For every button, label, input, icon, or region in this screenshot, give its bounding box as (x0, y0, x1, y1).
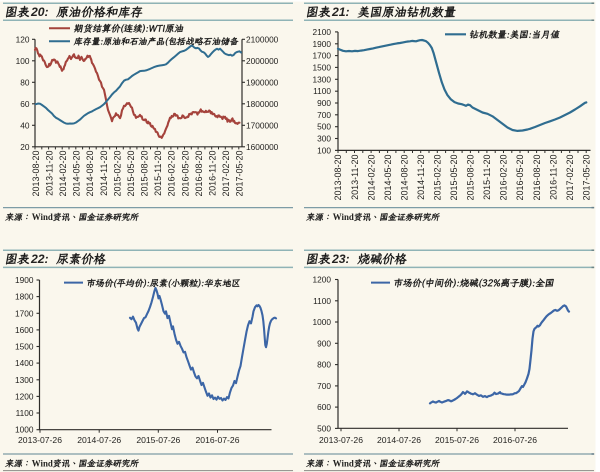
svg-text:2013-11-20: 2013-11-20 (44, 151, 54, 196)
svg-text:1600: 1600 (15, 325, 34, 335)
svg-text:1100: 1100 (16, 408, 34, 418)
svg-text:300: 300 (317, 134, 331, 144)
svg-text:120: 120 (16, 34, 30, 44)
svg-text:2015-11-20: 2015-11-20 (482, 155, 492, 200)
svg-text:1800: 1800 (15, 292, 34, 302)
svg-text:2014-02-20: 2014-02-20 (58, 151, 68, 197)
svg-text:22:: 22: (30, 252, 49, 266)
svg-text:2015-07-26: 2015-07-26 (136, 435, 180, 445)
svg-text:1400: 1400 (15, 358, 34, 368)
svg-text:100: 100 (317, 145, 331, 155)
svg-text:2017-05-20: 2017-05-20 (582, 155, 592, 201)
svg-text:2014-02-20: 2014-02-20 (366, 155, 376, 201)
svg-text:500: 500 (317, 423, 331, 433)
svg-text:1900: 1900 (313, 39, 332, 49)
svg-text:20:: 20: (30, 5, 49, 19)
svg-text:Wind: Wind (333, 458, 354, 468)
svg-text:2014-05-20: 2014-05-20 (72, 151, 82, 197)
svg-text:2013-07-26: 2013-07-26 (319, 435, 363, 445)
svg-text:Wind: Wind (32, 212, 53, 222)
svg-text:2016-02-20: 2016-02-20 (499, 155, 509, 201)
svg-text:2014-08-20: 2014-08-20 (85, 151, 95, 197)
svg-text:2016-08-20: 2016-08-20 (532, 155, 542, 201)
svg-text:80: 80 (20, 77, 30, 87)
svg-text:1300: 1300 (15, 375, 34, 385)
svg-text:2016-11-20: 2016-11-20 (208, 151, 218, 196)
svg-text:1100: 1100 (313, 296, 331, 306)
svg-text:2014-05-20: 2014-05-20 (383, 155, 393, 201)
svg-text:900: 900 (317, 338, 331, 348)
svg-text:2016-07-26: 2016-07-26 (196, 435, 240, 445)
svg-text:Wind: Wind (333, 212, 354, 222)
svg-text:800: 800 (317, 360, 331, 370)
svg-text:2016-05-20: 2016-05-20 (515, 155, 525, 201)
svg-text:500: 500 (317, 122, 331, 132)
svg-text:2015-07-26: 2015-07-26 (435, 435, 479, 445)
svg-text:2014-07-26: 2014-07-26 (77, 435, 121, 445)
svg-text:1900000: 1900000 (246, 77, 279, 87)
svg-text:600: 600 (317, 402, 331, 412)
svg-text:1200: 1200 (15, 391, 34, 401)
svg-text:40: 40 (20, 120, 30, 130)
svg-text:60: 60 (20, 99, 30, 109)
svg-text:2000000: 2000000 (246, 56, 279, 66)
svg-text:2016-11-20: 2016-11-20 (548, 155, 558, 200)
svg-text:1100: 1100 (313, 86, 331, 96)
svg-text:2015-08-20: 2015-08-20 (140, 151, 150, 197)
svg-text:2013-08-20: 2013-08-20 (333, 155, 343, 201)
svg-text:700: 700 (317, 110, 331, 120)
svg-text:1500: 1500 (313, 62, 332, 72)
svg-text:1800000: 1800000 (246, 99, 279, 109)
svg-text:2100000: 2100000 (246, 34, 279, 44)
svg-text:23:: 23: (331, 252, 350, 266)
svg-text:2015-08-20: 2015-08-20 (466, 155, 476, 201)
svg-text:1700000: 1700000 (246, 120, 279, 130)
svg-text:1000: 1000 (313, 317, 332, 327)
svg-text:1500: 1500 (15, 342, 34, 352)
svg-text:1700: 1700 (15, 308, 34, 318)
svg-text:2016-02-20: 2016-02-20 (167, 151, 177, 197)
svg-text:700: 700 (317, 381, 331, 391)
svg-text:2014-11-20: 2014-11-20 (416, 155, 426, 200)
svg-text:2013-07-26: 2013-07-26 (18, 435, 62, 445)
svg-text:1000: 1000 (15, 425, 34, 435)
svg-text:2014-07-26: 2014-07-26 (377, 435, 421, 445)
svg-text:2016-07-26: 2016-07-26 (493, 435, 537, 445)
svg-text:2015-02-20: 2015-02-20 (112, 151, 122, 197)
svg-text:2015-11-20: 2015-11-20 (153, 151, 163, 196)
svg-text:2014-08-20: 2014-08-20 (399, 155, 409, 201)
svg-text:1700: 1700 (313, 51, 332, 61)
svg-text:2015-05-20: 2015-05-20 (449, 155, 459, 201)
svg-text:2014-11-20: 2014-11-20 (99, 151, 109, 196)
svg-text:20: 20 (20, 142, 30, 152)
svg-text:2100: 2100 (313, 27, 332, 37)
svg-text:2017-02-20: 2017-02-20 (565, 155, 575, 201)
svg-text:21:: 21: (331, 5, 350, 19)
svg-text:2017-02-20: 2017-02-20 (221, 151, 231, 197)
svg-text:1600000: 1600000 (246, 142, 279, 152)
svg-text:2015-02-20: 2015-02-20 (433, 155, 443, 201)
svg-text:2013-08-20: 2013-08-20 (31, 151, 41, 197)
svg-text:2017-05-20: 2017-05-20 (235, 151, 245, 197)
svg-text:2016-08-20: 2016-08-20 (194, 151, 204, 197)
svg-text:2015-05-20: 2015-05-20 (126, 151, 136, 197)
svg-text:2016-05-20: 2016-05-20 (180, 151, 190, 197)
svg-text:100: 100 (16, 56, 30, 66)
svg-text:1200: 1200 (313, 275, 332, 285)
svg-text:900: 900 (317, 98, 331, 108)
svg-text:1300: 1300 (313, 74, 332, 84)
svg-text:1900: 1900 (15, 275, 34, 285)
svg-text:Wind: Wind (32, 458, 53, 468)
svg-text:2013-11-20: 2013-11-20 (350, 155, 360, 200)
